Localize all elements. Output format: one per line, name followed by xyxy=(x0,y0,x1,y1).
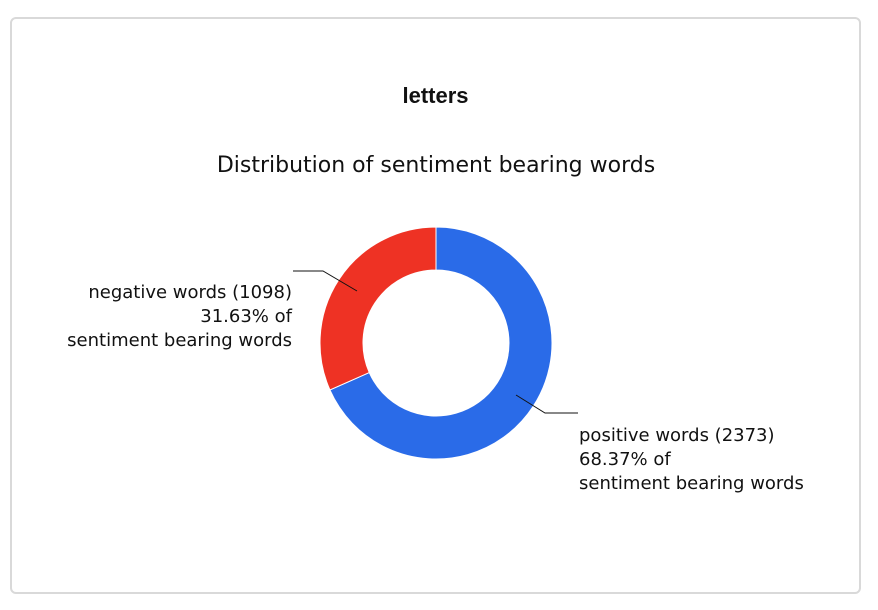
chart-title: Distribution of sentiment bearing words xyxy=(217,153,655,178)
slice-label-negative-words: sentiment bearing words xyxy=(67,330,292,351)
leader-line-negative-words xyxy=(293,270,358,292)
donut-slices xyxy=(319,226,553,460)
slice-label-positive-words: 68.37% of xyxy=(579,449,671,470)
slice-label-positive-words: positive words (2373) xyxy=(579,425,775,446)
chart-card: letters xyxy=(10,17,861,594)
slice-label-positive-words: sentiment bearing words xyxy=(579,473,804,494)
slice-label-negative-words: 31.63% of xyxy=(200,306,292,327)
slice-label-negative-words: negative words (1098) xyxy=(88,282,292,303)
donut-slice-negative-words[interactable] xyxy=(319,226,437,391)
leader-line-positive-words xyxy=(515,394,578,414)
card-title: letters xyxy=(402,83,469,108)
donut-slice-positive-words[interactable] xyxy=(329,226,553,460)
slice-labels: positive words (2373) 68.37% of sentiment … xyxy=(67,270,804,494)
